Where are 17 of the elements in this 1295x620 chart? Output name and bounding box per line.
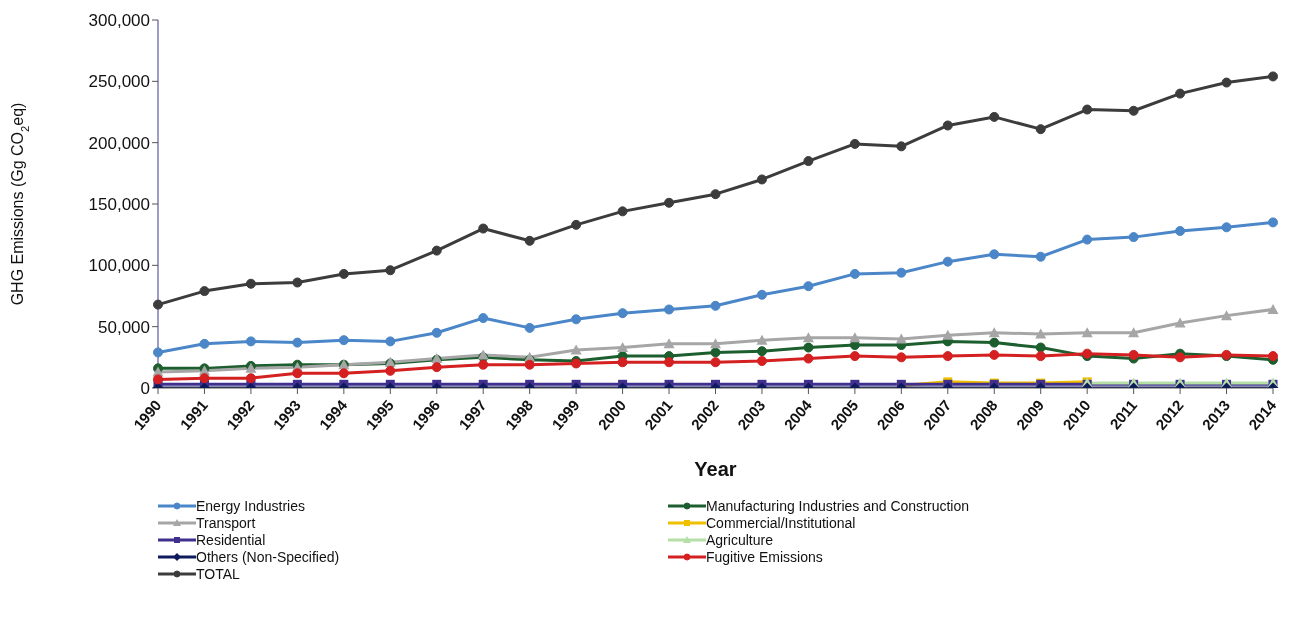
legend-label: Energy Industries <box>196 498 305 514</box>
legend-label: Others (Non-Specified) <box>196 549 340 565</box>
legend-label: Fugitive Emissions <box>706 549 823 565</box>
legend-label: Transport <box>196 515 256 531</box>
y-tick-label: 300,000 <box>88 11 150 31</box>
legend-label: Manufacturing Industries and Construction <box>706 498 970 514</box>
y-tick-label: 250,000 <box>88 72 150 92</box>
y-tick-label: 100,000 <box>88 256 150 276</box>
legend-label: Commercial/Institutional <box>706 515 856 531</box>
y-tick-label: 200,000 <box>88 133 150 153</box>
y-tick-label: 0 <box>140 379 150 399</box>
legend-label: TOTAL <box>196 566 240 582</box>
x-axis-title: Year <box>694 458 737 480</box>
legend-label: Agriculture <box>706 532 773 548</box>
legend-label: Residential <box>196 532 266 548</box>
y-tick-label: 150,000 <box>88 195 150 215</box>
y-tick-label: 50,000 <box>98 317 150 337</box>
